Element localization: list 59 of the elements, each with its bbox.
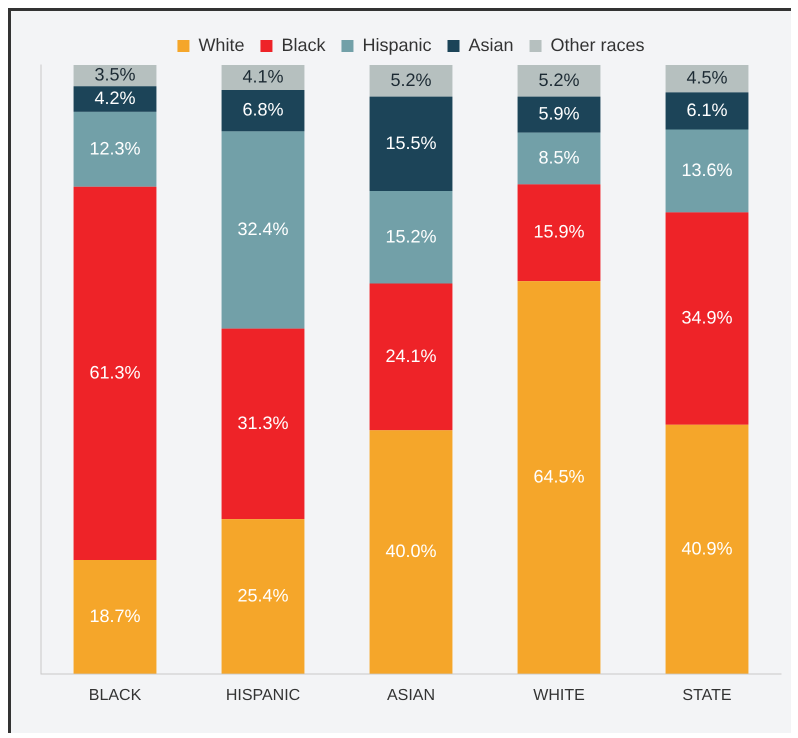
x-tick-label: WHITE bbox=[533, 686, 585, 704]
bar bbox=[666, 130, 748, 212]
bar bbox=[74, 560, 156, 674]
bar bbox=[518, 96, 600, 133]
legend-label: Other races bbox=[550, 34, 645, 55]
bar bbox=[370, 191, 452, 284]
bar bbox=[666, 212, 748, 425]
bar bbox=[370, 96, 452, 192]
legend-label: Black bbox=[281, 34, 326, 55]
data-label: 61.3% bbox=[89, 362, 141, 382]
bar bbox=[74, 86, 156, 112]
data-label: 25.4% bbox=[237, 585, 289, 606]
bar bbox=[518, 281, 600, 674]
x-tick-label: HISPANIC bbox=[226, 686, 300, 704]
data-label: 4.2% bbox=[94, 88, 136, 108]
bar bbox=[222, 131, 304, 329]
data-label: 40.9% bbox=[681, 538, 733, 558]
bar bbox=[74, 112, 156, 187]
data-label: 24.1% bbox=[385, 346, 437, 366]
data-label: 40.0% bbox=[385, 541, 437, 562]
bar bbox=[666, 424, 748, 674]
bar bbox=[370, 284, 452, 430]
legend-label: Asian bbox=[468, 34, 514, 55]
data-label: 4.5% bbox=[686, 68, 728, 88]
legend-label: Hispanic bbox=[362, 34, 432, 55]
data-label: 3.5% bbox=[94, 64, 136, 85]
data-label: 6.1% bbox=[686, 100, 728, 120]
legend-label: White bbox=[198, 34, 244, 55]
data-label: 32.4% bbox=[237, 218, 289, 239]
x-tick-label: BLACK bbox=[88, 686, 142, 704]
data-label: 6.8% bbox=[242, 100, 284, 120]
data-label: 64.5% bbox=[533, 466, 585, 486]
x-tick-label: STATE bbox=[682, 686, 732, 704]
data-label: 18.7% bbox=[89, 606, 141, 626]
data-label: 15.5% bbox=[385, 132, 437, 153]
data-label: 15.9% bbox=[533, 222, 585, 242]
data-label: 8.5% bbox=[538, 147, 580, 168]
bar bbox=[222, 90, 304, 132]
bar bbox=[370, 65, 452, 97]
data-label: 31.3% bbox=[237, 412, 289, 433]
bar bbox=[518, 184, 600, 282]
bar bbox=[222, 328, 304, 520]
bar bbox=[74, 186, 156, 560]
bar bbox=[666, 65, 748, 92]
data-label: 5.2% bbox=[538, 70, 580, 90]
bar bbox=[518, 65, 600, 97]
data-label: 5.9% bbox=[538, 104, 580, 124]
data-label: 15.2% bbox=[385, 226, 437, 246]
data-label: 34.9% bbox=[681, 308, 733, 328]
data-label: 4.1% bbox=[242, 66, 284, 86]
data-label: 12.3% bbox=[89, 138, 141, 158]
bar bbox=[666, 92, 748, 130]
data-label: 5.2% bbox=[390, 70, 432, 90]
x-tick-label: ASIAN bbox=[386, 686, 436, 704]
data-label: 13.6% bbox=[681, 160, 733, 180]
bar bbox=[370, 430, 452, 674]
bar bbox=[222, 65, 304, 90]
bar bbox=[222, 519, 304, 674]
bar bbox=[518, 132, 600, 184]
